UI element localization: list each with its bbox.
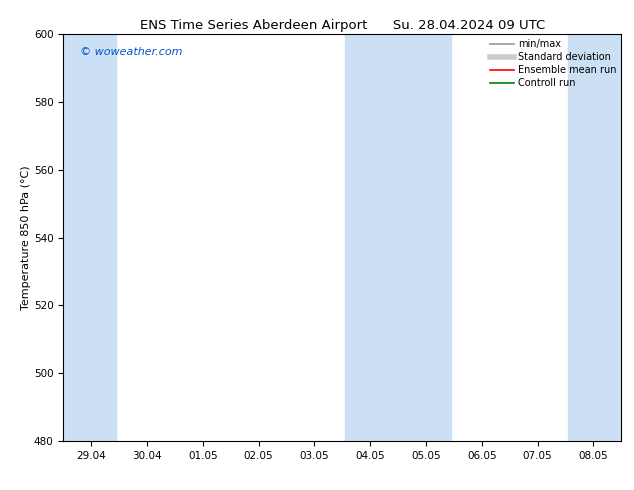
Legend: min/max, Standard deviation, Ensemble mean run, Controll run: min/max, Standard deviation, Ensemble me… — [489, 39, 616, 88]
Text: © woweather.com: © woweather.com — [80, 47, 183, 56]
Bar — [63, 34, 117, 441]
Bar — [345, 34, 451, 441]
Y-axis label: Temperature 850 hPa (°C): Temperature 850 hPa (°C) — [21, 165, 31, 310]
Bar — [568, 34, 621, 441]
Title: ENS Time Series Aberdeen Airport      Su. 28.04.2024 09 UTC: ENS Time Series Aberdeen Airport Su. 28.… — [139, 19, 545, 32]
